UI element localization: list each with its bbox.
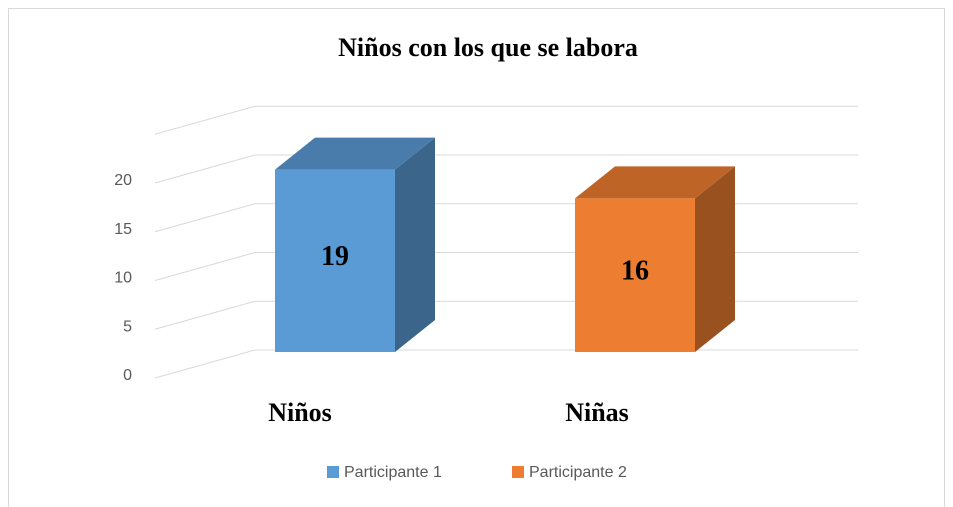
- legend-label: Participante 1: [344, 464, 442, 481]
- bar-side: [695, 166, 735, 352]
- grid-line: [154, 252, 256, 281]
- bar-top: [575, 166, 735, 199]
- y-tick-label: 20: [114, 172, 132, 189]
- grid-line: [154, 203, 256, 233]
- y-tick-label: 0: [123, 367, 132, 384]
- bar-side: [395, 137, 435, 352]
- x-tick-label: Niñas: [565, 398, 629, 427]
- bar: [275, 169, 395, 352]
- legend-label: Participante 2: [529, 464, 627, 481]
- grid-line: [154, 349, 256, 379]
- grid-line: [154, 154, 256, 184]
- chart-title: Niños con los que se labora: [338, 33, 638, 62]
- grid-line: [154, 300, 256, 330]
- data-label: 16: [621, 256, 649, 287]
- y-tick-label: 15: [114, 221, 132, 238]
- grid-line: [154, 105, 256, 135]
- y-tick-label: 10: [114, 270, 132, 287]
- legend-swatch: [327, 466, 339, 478]
- bar-top: [275, 137, 435, 170]
- x-tick-label: Niños: [268, 398, 332, 427]
- bar: [575, 198, 695, 352]
- y-tick-label: 5: [123, 318, 132, 335]
- chart-frame: [8, 8, 945, 507]
- legend-swatch: [512, 466, 524, 478]
- data-label: 19: [321, 241, 349, 272]
